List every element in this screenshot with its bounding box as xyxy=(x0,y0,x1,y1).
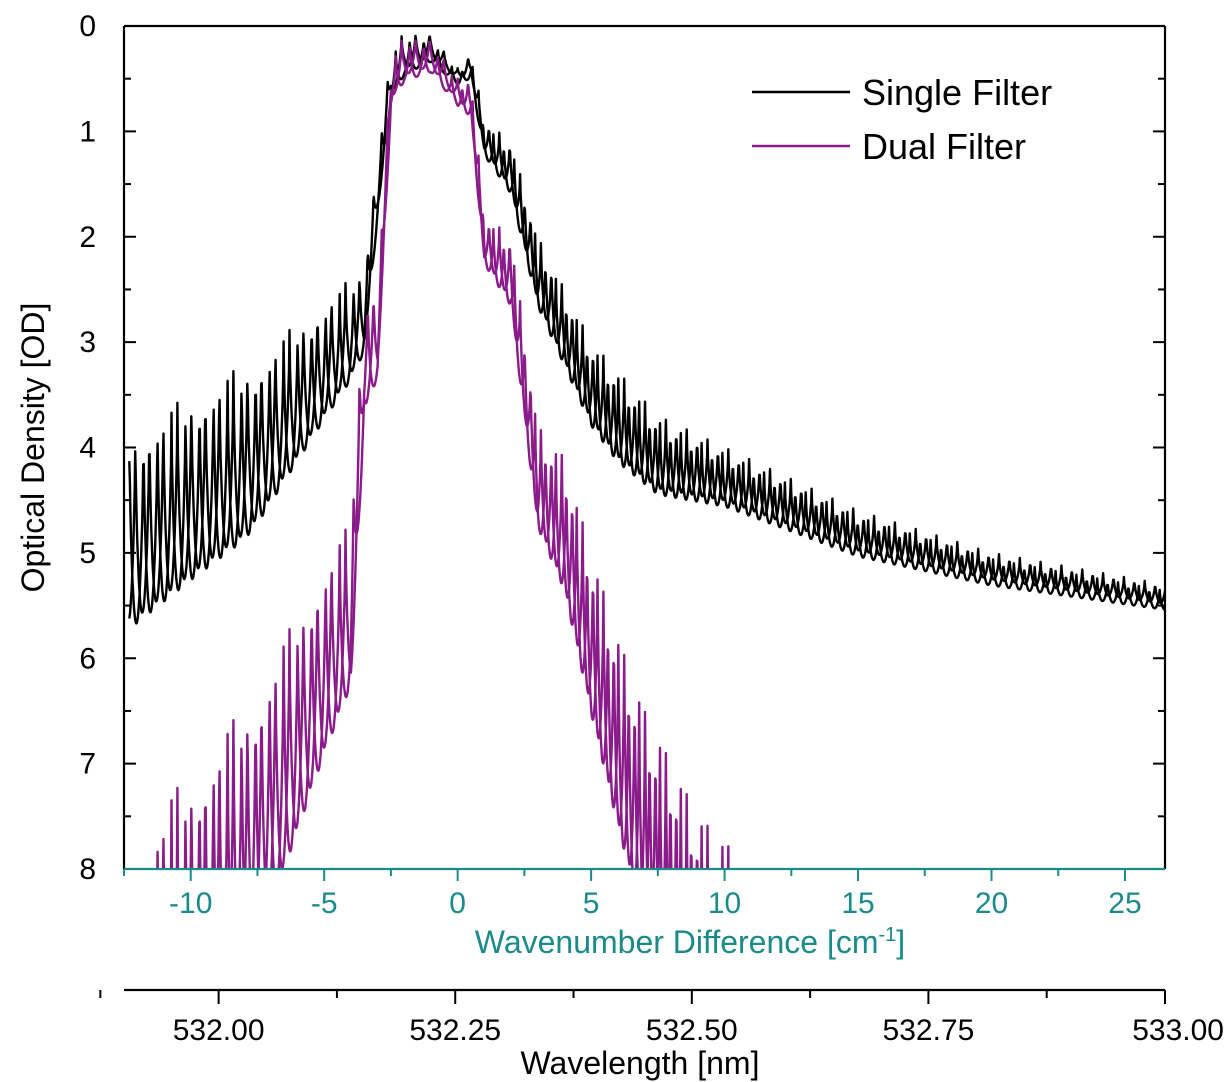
x-axis-title-superscript: -1 xyxy=(879,924,897,946)
x-tick-label: 10 xyxy=(708,887,741,920)
legend-label: Dual Filter xyxy=(862,126,1026,167)
x2-tick-label: 532.00 xyxy=(173,1014,265,1047)
y-axis-title: Optical Density [OD] xyxy=(15,303,51,593)
legend-label: Single Filter xyxy=(862,72,1052,113)
x2-tick-label: 532.50 xyxy=(646,1014,738,1047)
x-tick-label: -10 xyxy=(169,887,212,920)
x2-tick-label: 533.00 xyxy=(1132,1014,1224,1047)
y-tick-label: 0 xyxy=(79,10,96,43)
x2-axis-title: Wavelength [nm] xyxy=(521,1045,760,1081)
y-tick-label: 2 xyxy=(79,221,96,254)
series-line-dual-filter-2 xyxy=(156,46,724,869)
y-tick-label: 3 xyxy=(79,326,96,359)
series-line-dual-filter-1 xyxy=(134,39,730,869)
y-tick-label: 7 xyxy=(79,748,96,781)
y-tick-label: 4 xyxy=(79,432,96,465)
x-tick-label: -5 xyxy=(311,887,338,920)
legend: Single Filter Dual Filter xyxy=(752,72,1052,167)
y-tick-label: 8 xyxy=(79,853,96,886)
x-axis-title: Wavenumber Difference [cm-1] xyxy=(475,924,905,960)
x-tick-label: 0 xyxy=(449,887,466,920)
series-line-single-filter-2 xyxy=(128,41,1165,625)
x-tick-label: 25 xyxy=(1108,887,1141,920)
x-tick-label: 5 xyxy=(583,887,600,920)
series-line-single-filter-1 xyxy=(128,34,1165,619)
x-tick-label: 20 xyxy=(975,887,1008,920)
plot-area xyxy=(128,34,1165,869)
y-tick-label: 1 xyxy=(79,115,96,148)
x2-tick-label: 532.25 xyxy=(409,1014,501,1047)
y-axis: 0 1 2 3 4 5 6 7 8 Optical Density [OD] xyxy=(15,10,1165,886)
y-tick-label: 6 xyxy=(79,642,96,675)
y-tick-label: 5 xyxy=(79,537,96,570)
x2-tick-label: 532.75 xyxy=(883,1014,975,1047)
x-axis-wavelength: 532.00 532.25 532.50 532.75 533.00 Wavelength… xyxy=(99,988,1224,1081)
x-axis-title-suffix: ] xyxy=(896,924,905,960)
x-tick-label: 15 xyxy=(841,887,874,920)
x-axis-wavenumber: -10 -5 0 5 10 15 20 25 Wavenumber Difference [cm… xyxy=(123,867,1165,960)
